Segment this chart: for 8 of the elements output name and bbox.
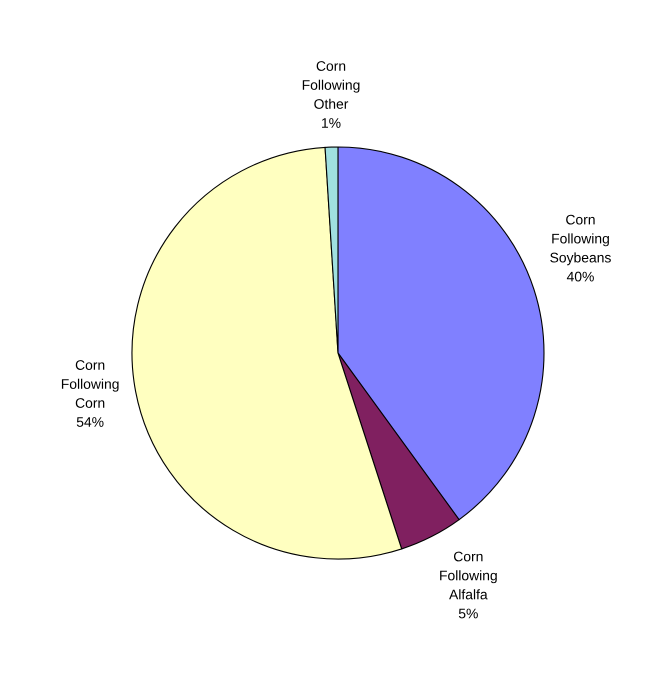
slice-label: Corn Following Other bbox=[302, 61, 360, 109]
data-label: 40% bbox=[566, 272, 594, 282]
slice-label: Corn Following Corn bbox=[62, 360, 119, 408]
data-label: 5% bbox=[458, 608, 478, 618]
slice-label: Corn Following Alfalfa bbox=[440, 552, 497, 600]
data-label: 1% bbox=[322, 118, 341, 128]
slice-label: Corn Following Soybeans bbox=[550, 214, 611, 266]
data-label: 54% bbox=[76, 417, 104, 427]
